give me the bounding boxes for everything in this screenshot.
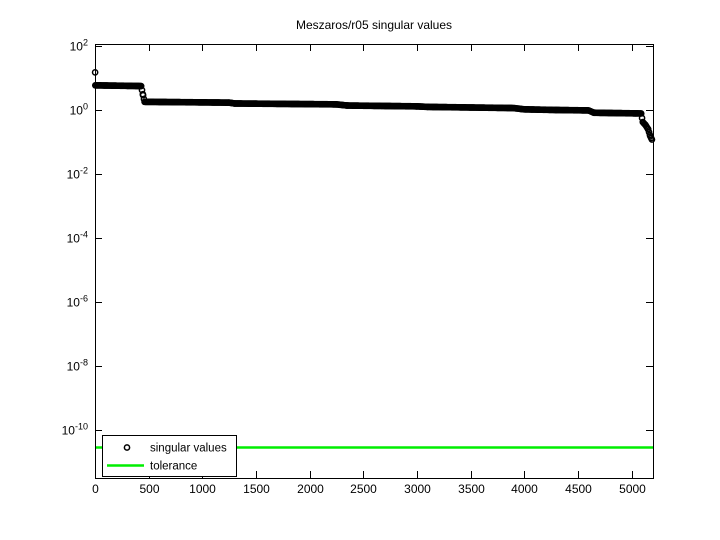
y-tick-label: 10-8 (67, 358, 88, 374)
legend-label-singular-values: singular values (150, 443, 227, 455)
x-tick-label: 3500 (458, 482, 485, 496)
x-tick-label: 4500 (565, 482, 592, 496)
legend-marker-icon (123, 444, 131, 451)
singular-value-marker (91, 69, 99, 76)
x-tick-label: 2500 (350, 482, 377, 496)
x-tick-label: 1500 (243, 482, 270, 496)
singular-values-series (91, 69, 656, 143)
singular-value-marker (139, 91, 147, 99)
x-tick-label: 3000 (404, 482, 431, 496)
x-tick-label: 5000 (619, 482, 646, 496)
singular-value-marker (648, 136, 656, 143)
x-tick-label: 1000 (189, 482, 216, 496)
y-tick-label: 10-6 (67, 294, 88, 310)
plot-box (95, 44, 654, 479)
x-tick-label: 0 (92, 482, 99, 496)
y-tick-label: 100 (70, 102, 88, 118)
y-tick-label: 10-2 (67, 166, 88, 182)
legend-box (102, 435, 237, 477)
chart-title: Meszaros/r05 singular values (296, 18, 452, 32)
y-tick-label: 10-10 (62, 422, 88, 438)
y-tick-label: 10-4 (67, 230, 88, 246)
x-tick-label: 2000 (297, 482, 324, 496)
y-tick-label: 102 (70, 38, 88, 54)
x-tick-label: 4000 (511, 482, 538, 496)
singular-value-marker (137, 82, 145, 90)
legend: singular values tolerance (102, 435, 237, 477)
legend-label-tolerance: tolerance (150, 461, 197, 473)
x-tick-label: 500 (139, 482, 159, 496)
